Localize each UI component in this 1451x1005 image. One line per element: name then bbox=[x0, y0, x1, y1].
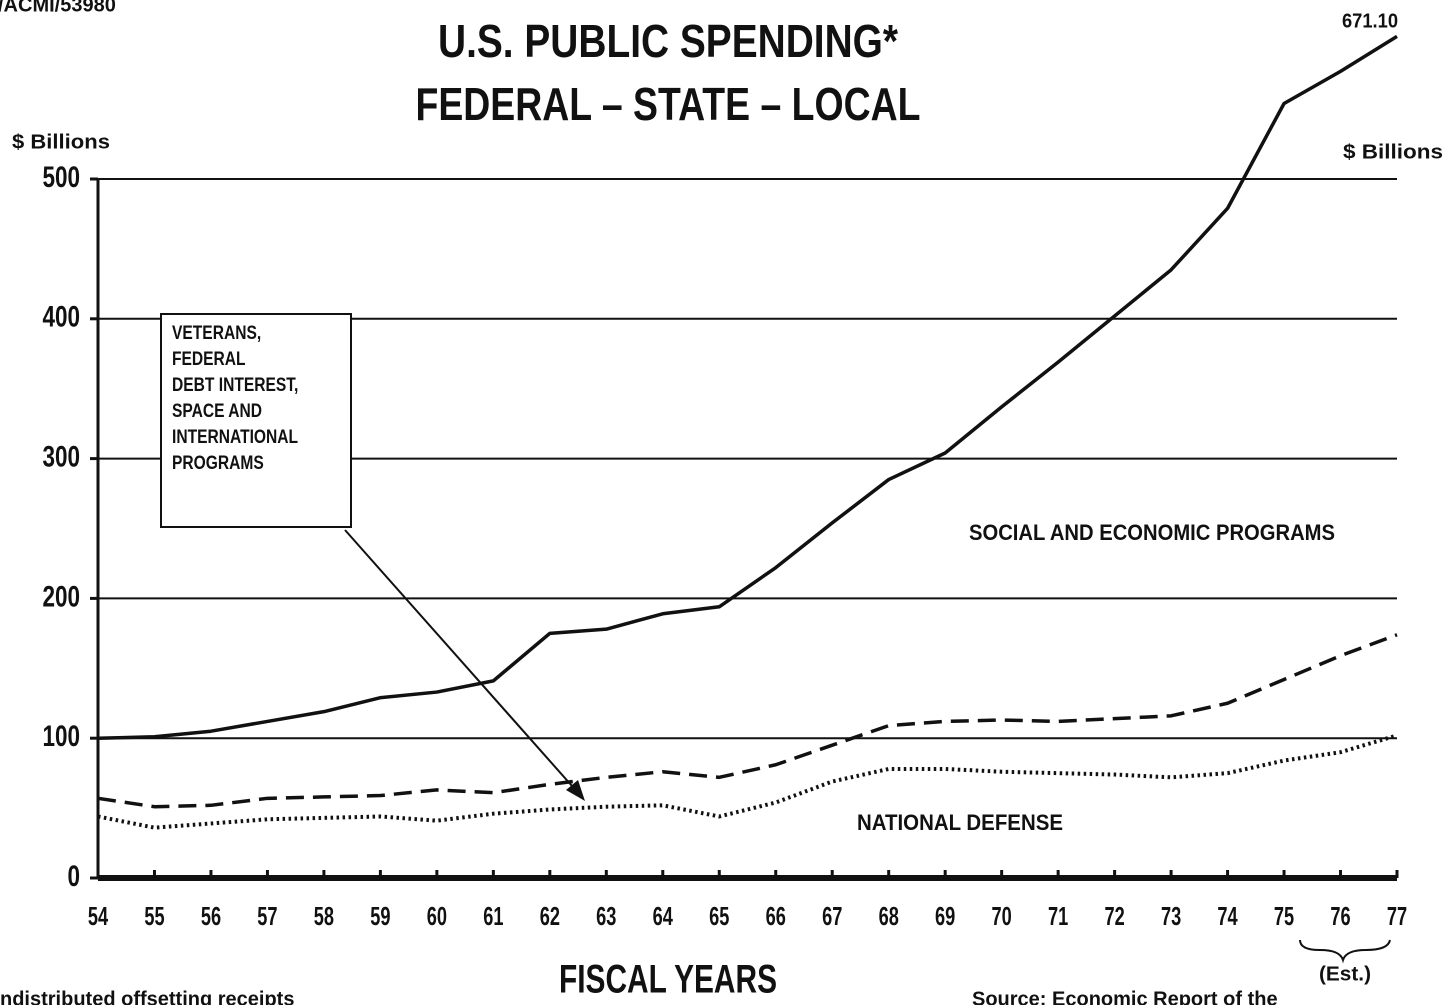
series-line bbox=[97, 34, 1398, 740]
estimate-note: (Est.) bbox=[1319, 963, 1371, 985]
annotation: 671.10 bbox=[1342, 10, 1398, 32]
x-tick-label: 63 bbox=[596, 902, 616, 931]
pointer-line bbox=[344, 529, 581, 796]
y-tick-label: 0 bbox=[67, 859, 80, 893]
x-tick-label: 72 bbox=[1104, 902, 1124, 931]
footnote: ndistributed offsetting receipts bbox=[0, 988, 294, 1005]
series-line bbox=[97, 633, 1398, 809]
series-label: NATIONAL DEFENSE bbox=[857, 810, 1063, 835]
chart-subtitle: FEDERAL – STATE – LOCAL bbox=[416, 78, 921, 130]
series-line bbox=[97, 733, 1398, 830]
y-tick-label: 200 bbox=[42, 579, 80, 613]
x-tick-label: 71 bbox=[1048, 902, 1068, 931]
source: Source: Economic Report of the bbox=[972, 988, 1278, 1005]
x-tick-label: 65 bbox=[709, 902, 729, 931]
x-tick-label: 56 bbox=[201, 902, 221, 931]
y-axis-label: $ Billions bbox=[12, 131, 110, 153]
chart-title: U.S. PUBLIC SPENDING* bbox=[438, 15, 898, 67]
x-axis-label: FISCAL YEARS bbox=[559, 958, 777, 1002]
x-tick-label: 66 bbox=[766, 902, 786, 931]
x-tick-label: 55 bbox=[144, 902, 164, 931]
x-tick-label: 69 bbox=[935, 902, 955, 931]
reference: /ACMI/53980 bbox=[0, 0, 116, 16]
x-tick-label: 76 bbox=[1330, 902, 1350, 931]
x-tick-label: 73 bbox=[1161, 902, 1181, 931]
x-tick-label: 67 bbox=[822, 902, 842, 931]
x-tick-label: 62 bbox=[540, 902, 560, 931]
x-tick-label: 68 bbox=[879, 902, 899, 931]
x-tick-label: 60 bbox=[427, 902, 447, 931]
y-tick-label: 100 bbox=[42, 719, 80, 753]
y-tick-label: 400 bbox=[42, 300, 80, 334]
x-tick-label: 54 bbox=[88, 902, 109, 931]
x-tick-label: 75 bbox=[1274, 902, 1294, 931]
y-axis-label-right: $ Billions bbox=[1343, 141, 1443, 163]
y-tick-label: 300 bbox=[42, 439, 80, 473]
x-tick-label: 57 bbox=[257, 902, 277, 931]
x-tick-label: 59 bbox=[370, 902, 390, 931]
x-tick-label: 74 bbox=[1217, 902, 1238, 931]
x-tick-label: 64 bbox=[653, 902, 674, 931]
x-tick-label: 77 bbox=[1387, 902, 1407, 931]
x-tick-label: 61 bbox=[483, 902, 503, 931]
estimate-brace bbox=[1299, 939, 1391, 964]
series-label: SOCIAL AND ECONOMIC PROGRAMS bbox=[969, 520, 1335, 545]
x-tick-label: 70 bbox=[992, 902, 1012, 931]
series-label: VETERANS, FEDERAL DEBT INTEREST, SPACE A… bbox=[172, 323, 299, 474]
label-box: VETERANS, FEDERAL DEBT INTEREST, SPACE A… bbox=[160, 313, 352, 528]
y-tick-label: 500 bbox=[42, 160, 80, 194]
pointer-arrow bbox=[566, 780, 585, 801]
x-tick-label: 58 bbox=[314, 902, 334, 931]
